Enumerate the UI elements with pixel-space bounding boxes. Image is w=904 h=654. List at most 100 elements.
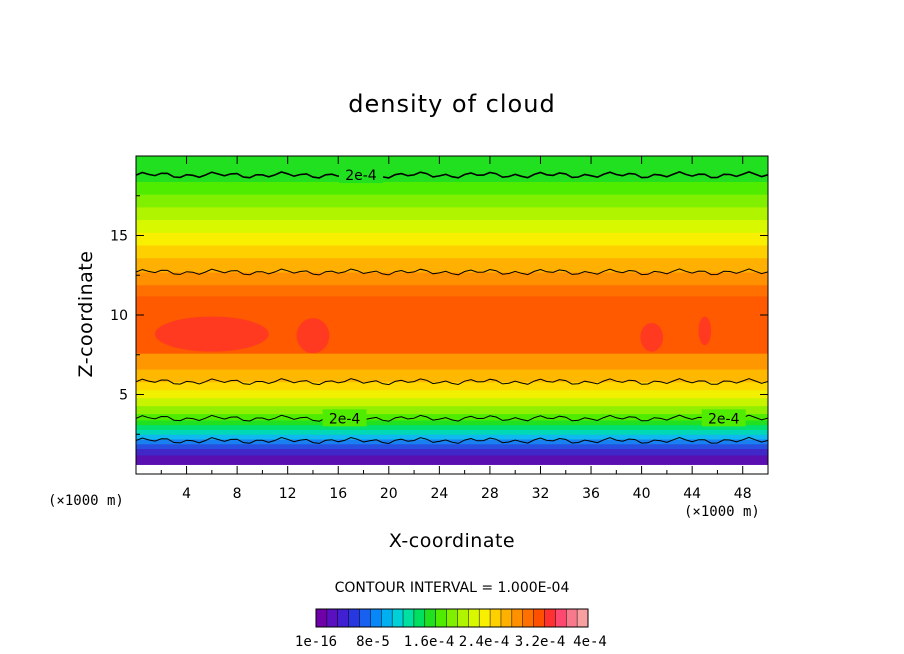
colorbar-swatch	[544, 609, 556, 627]
contour-band	[136, 397, 768, 407]
contour-blob	[296, 318, 330, 354]
colorbar-swatch	[359, 609, 371, 627]
colorbar-frame	[315, 608, 589, 628]
x-axis: 4 8 12 16 20 24 28 32 36 40 44 48	[160, 156, 752, 502]
contour-line	[136, 414, 768, 422]
colorbar-swatch	[522, 609, 534, 627]
contour-interval-text: CONTOUR INTERVAL = 1.000E-04	[335, 580, 570, 596]
colorbar-swatch	[348, 609, 360, 627]
colorbar-swatch	[403, 609, 415, 627]
y-tick-label: 15	[110, 229, 128, 245]
colorbar-swatch	[479, 609, 491, 627]
x-tick-label: 24	[430, 486, 448, 502]
colorbar-swatch	[457, 609, 469, 627]
contour-label: 2e-4	[345, 168, 377, 184]
contour-blobs	[154, 316, 712, 354]
colorbar-swatch	[316, 609, 328, 627]
colorbar-labels: 1e-16 8e-5 1.6e-4 2.4e-4 3.2e-4 4e-4	[295, 634, 607, 650]
colorbar-label: 1.6e-4	[404, 634, 455, 650]
contour-band	[136, 434, 768, 440]
x-tick-label: 4	[182, 486, 191, 502]
contour-band	[136, 353, 768, 370]
contour-band	[136, 419, 768, 426]
contour-blob	[698, 316, 712, 346]
contour-line	[136, 268, 768, 276]
x-tick-label: 40	[633, 486, 651, 502]
contour-blob	[154, 316, 269, 352]
colorbar-swatch	[500, 609, 513, 627]
contour-band	[136, 284, 768, 297]
contour-band	[136, 424, 768, 430]
x-tick-label: 36	[582, 486, 600, 502]
plot-area	[136, 156, 768, 474]
colorbar-swatch	[326, 609, 339, 627]
contour-band	[136, 448, 768, 456]
x-tick-label: 32	[532, 486, 550, 502]
x-tick-label: 8	[233, 486, 242, 502]
colorbar-swatch	[468, 609, 480, 627]
colorbar-swatch	[435, 609, 447, 627]
x-unit-right: (×1000 m)	[684, 504, 760, 520]
colorbar-swatch	[424, 609, 436, 627]
x-tick-label: 44	[683, 486, 701, 502]
x-axis-label: X-coordinate	[389, 530, 515, 552]
colorbar-swatch	[446, 609, 458, 627]
contour-band	[136, 439, 768, 445]
colorbar-swatch	[577, 609, 589, 627]
contour-band	[136, 413, 768, 421]
contour-band	[136, 232, 768, 246]
contour-label-group: 2e-4 2e-4 2e-4	[322, 166, 746, 427]
x-tick-label: 28	[481, 486, 499, 502]
contour-band	[136, 156, 768, 182]
contour-band	[136, 181, 768, 195]
contour-band	[136, 381, 768, 391]
colorbar-label: 3.2e-4	[515, 634, 566, 650]
contour-bands	[136, 156, 768, 465]
contour-band	[136, 206, 768, 221]
contour-label-bg	[322, 409, 367, 427]
x-tick-label: 48	[734, 486, 752, 502]
colorbar-label: 8e-5	[356, 634, 390, 650]
y-tick-label: 10	[110, 308, 128, 324]
y-axis-label: Z-coordinate	[75, 251, 97, 378]
contour-band	[136, 443, 768, 450]
colorbar-swatch	[555, 609, 567, 627]
contour-label: 2e-4	[329, 411, 361, 427]
contour-line	[136, 436, 768, 445]
contour-band	[136, 389, 768, 399]
contour-label: 2e-4	[708, 411, 740, 427]
contour-band	[136, 245, 768, 259]
colorbar-swatch	[370, 609, 382, 627]
x-unit-left: (×1000 m)	[48, 493, 124, 509]
contour-band	[136, 272, 768, 286]
colorbar-swatch	[337, 609, 349, 627]
chart-title: density of cloud	[348, 90, 555, 118]
colorbar-swatch	[413, 609, 426, 627]
colorbar-label: 2.4e-4	[459, 634, 510, 650]
x-tick-label: 16	[329, 486, 347, 502]
contour-label-bg	[701, 409, 746, 427]
contour-line	[136, 171, 768, 179]
contour-line	[136, 378, 768, 386]
contour-band	[136, 219, 768, 233]
colorbar-swatch	[533, 609, 545, 627]
contour-band	[136, 429, 768, 435]
contour-blob	[640, 322, 664, 352]
x-tick-label: 12	[279, 486, 297, 502]
contour-lines	[136, 171, 768, 445]
colorbar-swatch	[511, 609, 524, 627]
y-axis: 5 10 15	[110, 195, 768, 435]
contour-band	[136, 454, 768, 465]
contour-band	[136, 257, 768, 273]
colorbar-label: 4e-4	[573, 634, 607, 650]
contour-label-bg	[338, 166, 383, 184]
contour-band	[136, 194, 768, 208]
colorbar-label: 1e-16	[295, 634, 337, 650]
colorbar	[315, 608, 589, 628]
colorbar-swatch	[381, 609, 393, 627]
contour-band	[136, 405, 768, 415]
colorbar-swatch	[392, 609, 404, 627]
colorbar-swatch	[566, 609, 578, 627]
y-tick-label: 5	[119, 388, 128, 404]
